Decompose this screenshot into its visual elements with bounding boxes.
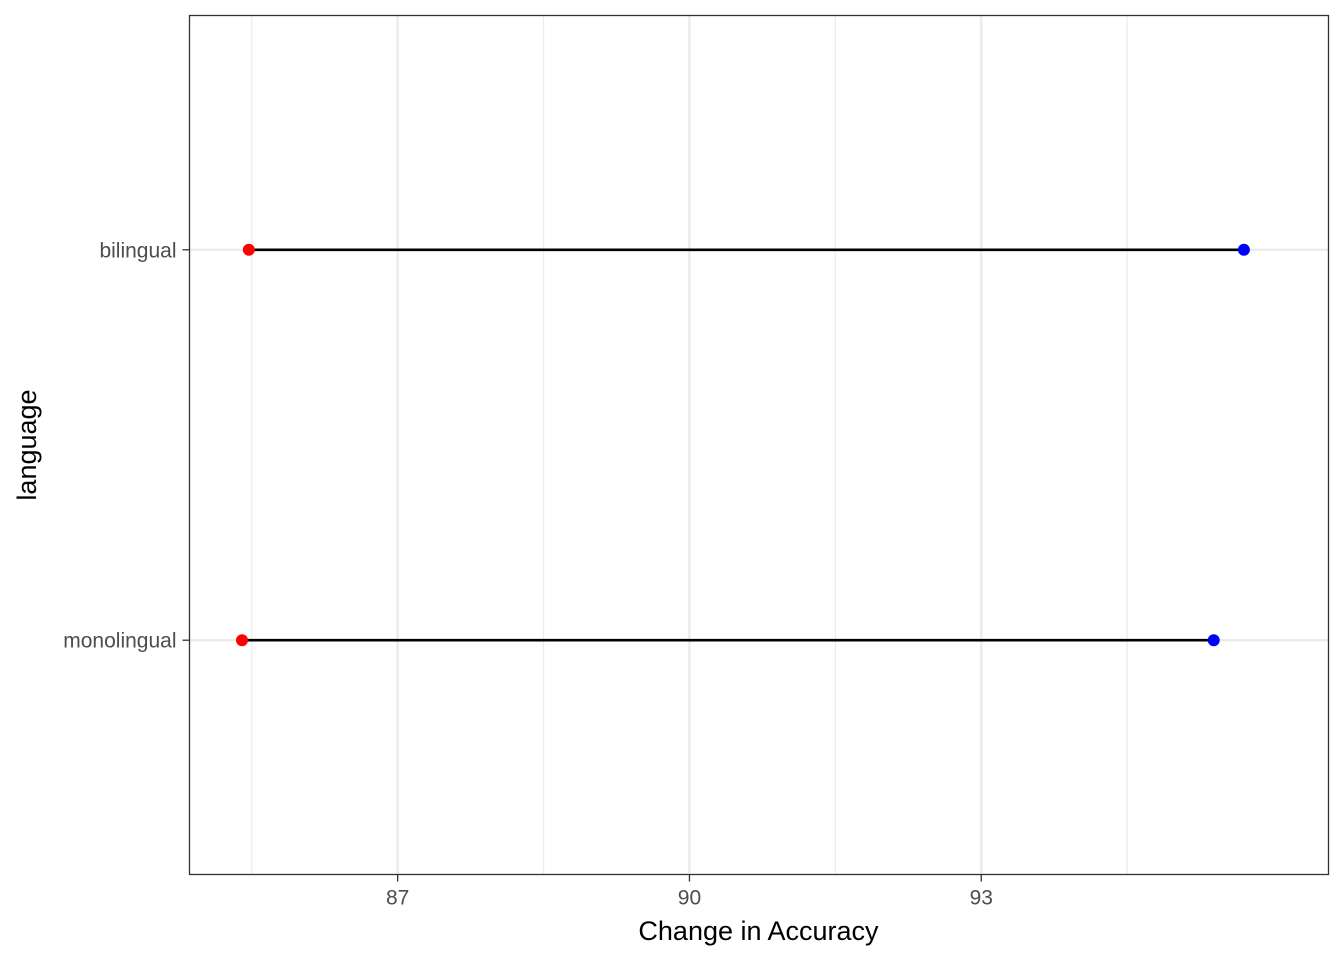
y-tick-label-bilingual: bilingual [99,239,176,262]
x-tick-label: 93 [970,887,993,910]
point-series-2-monolingual [1207,634,1220,647]
point-series-1-monolingual [236,634,249,647]
x-axis: 87 90 93 [386,874,993,910]
plot-panel-border [188,14,1330,876]
x-axis-title: Change in Accuracy [638,916,879,946]
y-axis-title: language [12,389,42,500]
point-series-1-bilingual [242,243,255,256]
point-series-2-bilingual [1237,243,1250,256]
y-axis: monolingual bilingual [63,239,190,653]
x-tick-label: 87 [386,887,409,910]
y-tick-label-monolingual: monolingual [63,630,176,653]
x-tick-label: 90 [678,887,701,910]
gridlines [189,15,1329,875]
segments [242,248,1244,642]
points [236,243,1250,647]
